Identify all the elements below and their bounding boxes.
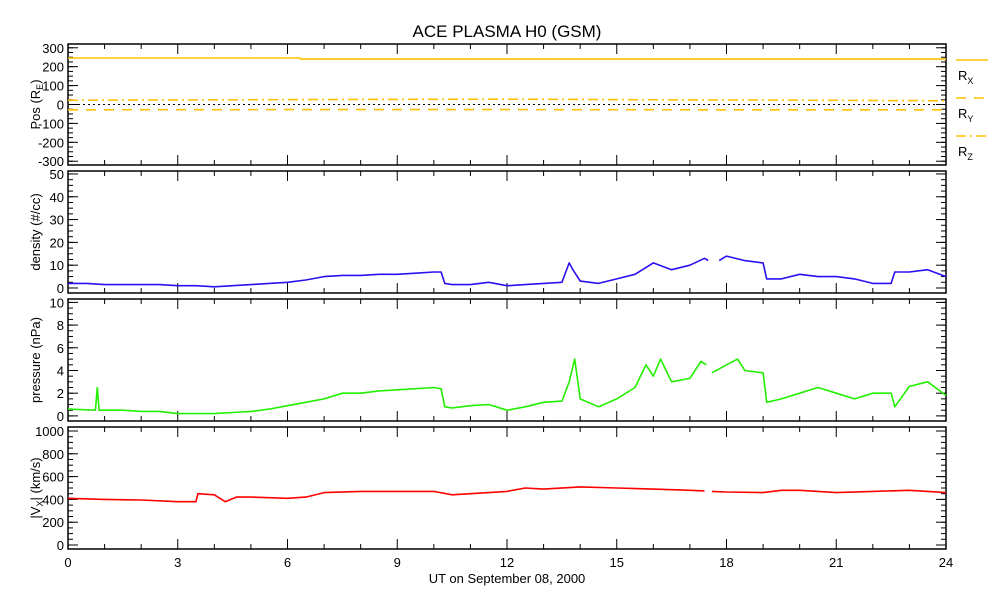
y-tick-label: 8 [57,318,64,333]
y-axis-label: Pos (RE) [28,79,45,129]
y-tick-label: 300 [42,41,64,56]
panel-density: 50 40 30 20 10 0 density (#/cc) [28,167,946,296]
y-tick-label: 0 [57,409,64,424]
y-axis-label: density (#/cc) [28,193,43,270]
y-tick-label: 10 [50,295,64,310]
panel-pressure: 10 8 6 4 2 0 pressure (nPa) [28,295,946,423]
x-tick-label: 12 [500,555,514,570]
y-tick-label: 200 [42,515,64,530]
series-line-Rz [68,99,946,101]
y-axis-label: |VX| (km/s) [28,457,45,518]
y-tick-label: 40 [50,190,64,205]
y-tick-label: 0 [57,98,64,113]
y-tick-label: 6 [57,341,64,356]
x-tick-label: 21 [829,555,843,570]
legend-label-x: RX [958,68,973,86]
y-tick-label: 0 [57,281,64,296]
y-tick-label: 20 [50,235,64,250]
panel-velocity: 1000 800 600 400 200 0 |VX| (km/s) 0 3 6 9 12 15 18 21… [28,424,953,570]
x-tick-label: 6 [284,555,291,570]
panel-frame [68,299,946,421]
series-line-Rx [68,58,946,59]
panel-frame [68,427,946,549]
panel-frame [68,171,946,293]
y-tick-label: 0 [57,538,64,553]
y-tick-label: 1000 [35,424,64,439]
y-tick-label: 2 [57,386,64,401]
legend-label-z: RZ [958,144,973,162]
x-tick-label: 15 [610,555,624,570]
y-tick-label: 800 [42,447,64,462]
series-line-pressure [68,359,946,414]
legend-label-y: RY [958,106,973,124]
y-tick-label: 4 [57,363,64,378]
chart-title: ACE PLASMA H0 (GSM) [413,22,602,41]
y-tick-label: 100 [42,79,64,94]
y-axis-label: pressure (nPa) [28,317,43,403]
x-axis-label: UT on September 08, 2000 [429,571,586,586]
x-tick-label: 3 [174,555,181,570]
y-tick-label: 400 [42,492,64,507]
y-tick-label: 30 [50,213,64,228]
series-line-density [68,256,946,287]
y-tick-label: 200 [42,60,64,75]
y-tick-label: 50 [50,167,64,182]
x-tick-label: 18 [719,555,733,570]
y-tick-label: 600 [42,470,64,485]
series-line-Vx [68,487,946,502]
x-tick-label: 24 [939,555,953,570]
x-tick-label: 0 [64,555,71,570]
x-tick-label: 9 [394,555,401,570]
y-tick-label: 10 [50,258,64,273]
y-tick-label: -200 [38,135,64,150]
